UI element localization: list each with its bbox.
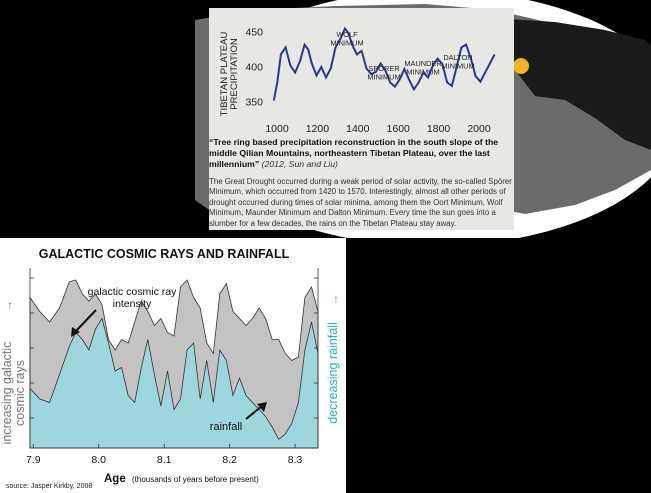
gcr-x-ticks: 7.9 8.0 8.1 8.2 8.3 xyxy=(26,444,303,466)
precip-x-ticks: 1000 1200 1400 1600 1800 2000 xyxy=(265,123,491,135)
precip-y-label-line2: PRECIPITATION xyxy=(229,38,240,110)
up-arrow-icon: ↑ xyxy=(7,298,13,312)
rainfall-arrow-icon xyxy=(245,405,263,420)
cosmic-arrow-icon xyxy=(75,309,97,332)
precip-minimum-label-line1: DALTON xyxy=(443,53,472,62)
cosmic-y-axis-label: increasing galacticcosmic rays xyxy=(0,342,27,445)
precip-y-tick-label: 350 xyxy=(245,97,263,109)
precipitation-card xyxy=(209,8,514,230)
cosmic-ray-annotation-line2: intensity xyxy=(113,298,152,310)
precip-caption-cite: (2012, Sun and Liu) xyxy=(261,159,338,169)
precip-caption-title: “Tree ring based precipitation reconstru… xyxy=(209,137,499,169)
age-axis-label: Age xyxy=(104,473,126,485)
precip-y-tick-label: 400 xyxy=(245,62,263,74)
map-land-asia xyxy=(495,18,651,150)
precip-x-tick-label: 1600 xyxy=(387,123,411,135)
precip-x-tick-label: 1400 xyxy=(346,123,370,135)
precip-minimum-label-line1: SPÓRER xyxy=(368,64,399,73)
rainfall-annotation: rainfall xyxy=(210,421,242,433)
precip-minimum-label: WOLF MINIMUM xyxy=(330,30,363,48)
precip-minimum-label-line2: MINIMUM xyxy=(441,62,474,71)
precip-minimum-label-line2: MINIMUM xyxy=(330,39,363,48)
black-background xyxy=(346,238,651,493)
precip-x-tick-label: 1000 xyxy=(265,123,289,135)
cosmic-rain-chart: GALACTIC COSMIC RAYS AND RAINFALL 7.9 8.0… xyxy=(0,247,340,485)
rainfall-y-axis-label: decreasing rainfall xyxy=(326,322,340,423)
precip-caption: “Tree ring based precipitation reconstru… xyxy=(209,137,514,170)
cosmic-y-label-line2: cosmic rays xyxy=(13,360,27,426)
up-arrow-icon: ↑ xyxy=(333,292,339,306)
age-axis-note: (thousands of years before present) xyxy=(132,475,259,484)
precip-x-tick-label: 1200 xyxy=(306,123,330,135)
precip-y-tick-label: 450 xyxy=(245,27,263,39)
gcr-x-tick-label: 7.9 xyxy=(26,454,41,466)
precip-x-tick-label: 1800 xyxy=(427,123,451,135)
gcr-x-tick-label: 8.2 xyxy=(222,454,237,466)
gcr-x-tick-label: 8.3 xyxy=(288,454,303,466)
precip-minimum-label-line1: WOLF xyxy=(336,30,358,39)
gcr-x-tick-label: 8.0 xyxy=(91,454,106,466)
precip-series-line xyxy=(272,26,496,101)
precip-minimum-label-line1: MAUNDER xyxy=(404,59,441,68)
precip-minimum-label: DALTON MINIMUM xyxy=(441,53,474,71)
precipitation-chart: TIBETAN PLATEAUPRECIPITATION 350 400 450 1… xyxy=(219,26,496,135)
precip-y-ticks: 350 400 450 xyxy=(245,27,263,109)
precip-minimum-label-line2: MINIMUM xyxy=(367,73,400,82)
source-credit: source: Jasper Kirkby, 2008 xyxy=(6,483,93,490)
precip-minimum-label: MAUNDER MINIMUM xyxy=(404,59,441,77)
location-marker-icon xyxy=(513,58,529,74)
precip-y-axis-label: TIBETAN PLATEAUPRECIPITATION xyxy=(219,32,240,117)
precip-minimum-label-line2: MINIMUM xyxy=(406,68,439,77)
cosmic-y-label-line1: increasing galactic xyxy=(0,342,14,445)
precip-y-label-line1: TIBETAN PLATEAU xyxy=(219,32,230,117)
precip-x-tick-label: 2000 xyxy=(467,123,491,135)
precip-body-text: The Great Drought occurred during a weak… xyxy=(209,177,512,228)
cosmic-arrowhead-icon xyxy=(71,327,80,337)
rainfall-arrowhead-icon xyxy=(257,402,267,412)
gcr-y-ticks xyxy=(30,277,318,419)
precip-minimum-label: SPÓRER MINIMUM xyxy=(367,64,400,82)
rainfall-area xyxy=(29,317,319,449)
cosmic-ray-annotation: galactic cosmic ray xyxy=(88,286,177,298)
gcr-x-tick-label: 8.1 xyxy=(157,454,172,466)
cosmic-chart-title: GALACTIC COSMIC RAYS AND RAINFALL xyxy=(39,247,290,261)
